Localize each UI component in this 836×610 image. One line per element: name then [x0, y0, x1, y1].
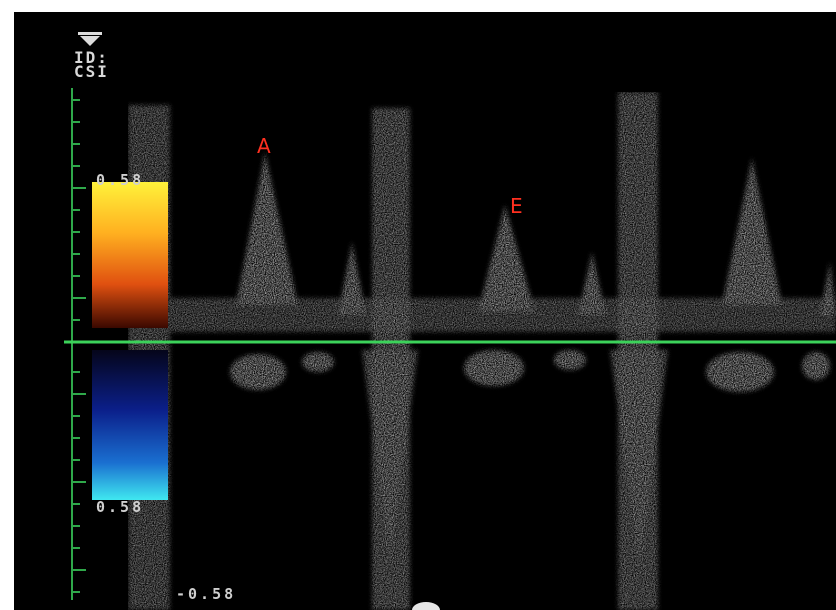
spectral-waveform — [128, 92, 836, 610]
depth-axis — [71, 88, 86, 600]
probe-label: CSI — [74, 62, 109, 81]
screen-bezel-left — [0, 0, 14, 610]
scale-baseline-value: -0.58 — [176, 585, 237, 603]
positive-velocity-scale — [92, 182, 168, 328]
peak-a-label: A — [257, 134, 271, 158]
cursor-marker-icon — [412, 602, 440, 610]
peak-e-label: E — [510, 194, 523, 218]
probe-marker-icon — [78, 32, 102, 46]
scale-top-value: 0.58 — [96, 171, 145, 189]
screen-bezel-top — [0, 0, 836, 12]
scale-bottom-value: 0.58 — [96, 498, 145, 516]
negative-velocity-scale — [92, 350, 168, 500]
id-label: ID: — [74, 48, 109, 67]
